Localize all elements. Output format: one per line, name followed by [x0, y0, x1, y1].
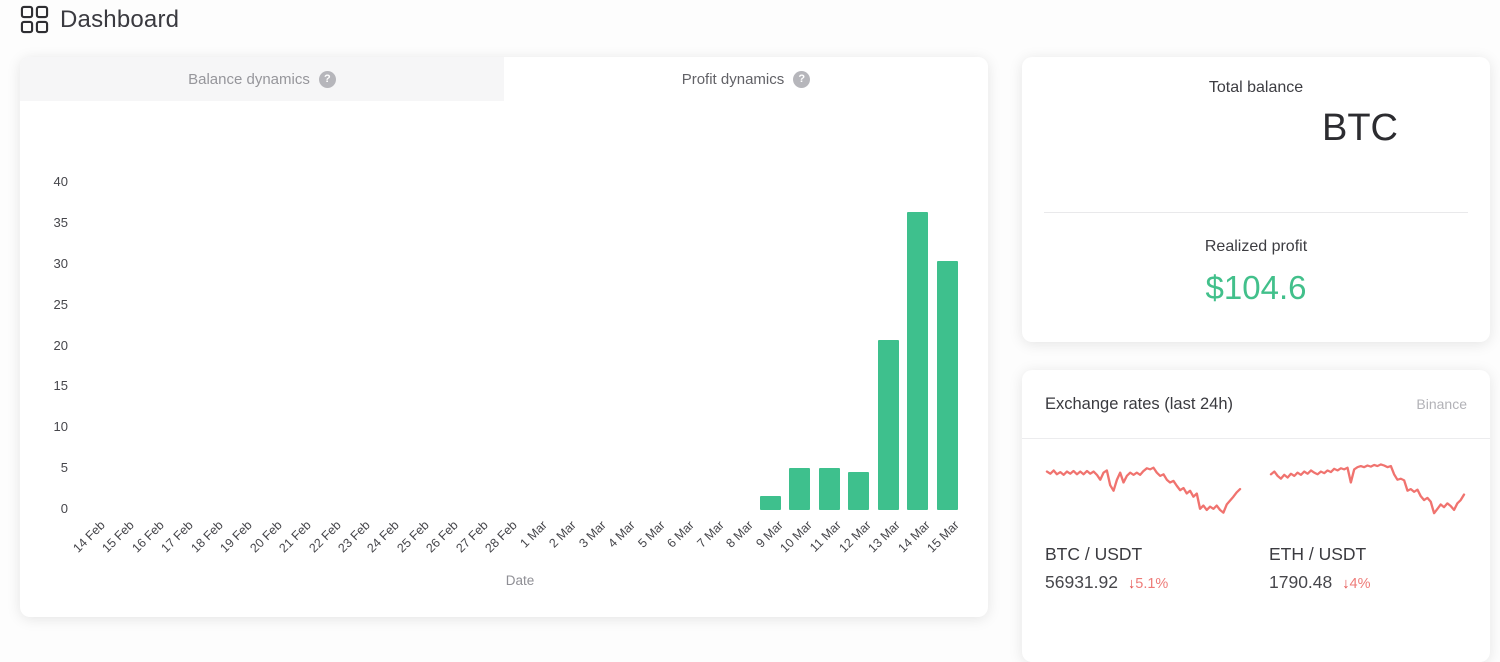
x-tick-label: 8 Mar	[723, 518, 756, 551]
y-tick-label: 40	[53, 174, 68, 189]
x-tick-label: 22 Feb	[305, 518, 344, 556]
x-tick-label: 4 Mar	[605, 518, 639, 551]
x-tick-label: 1 Mar	[517, 518, 550, 551]
tab-balance-dynamics[interactable]: Balance dynamics ?	[20, 57, 504, 101]
dashboard-grid-icon	[20, 5, 49, 34]
y-tick-label: 30	[53, 255, 68, 271]
x-tick-label: 19 Feb	[217, 518, 255, 556]
page-header: Dashboard	[20, 5, 179, 34]
profit-bar	[848, 472, 870, 510]
profit-bar	[936, 261, 958, 510]
x-tick-label: 17 Feb	[158, 518, 197, 556]
x-tick-label: 14 Mar	[895, 518, 933, 556]
y-tick-label: 15	[53, 378, 68, 394]
divider	[1022, 438, 1490, 439]
x-tick-label: 25 Feb	[394, 518, 432, 556]
tab-balance-dynamics-label: Balance dynamics	[188, 70, 310, 88]
x-tick-label: 6 Mar	[664, 518, 697, 551]
x-tick-label: 10 Mar	[777, 518, 815, 556]
y-tick-label: 0	[60, 501, 68, 516]
tab-profit-dynamics[interactable]: Profit dynamics ?	[504, 57, 988, 101]
x-tick-label: 12 Mar	[836, 518, 874, 556]
x-tick-label: 3 Mar	[576, 518, 609, 551]
x-tick-label: 26 Feb	[423, 518, 462, 556]
profit-bar	[877, 339, 899, 510]
y-tick-label: 5	[60, 460, 68, 476]
x-tick-label: 15 Feb	[99, 518, 138, 556]
divider	[1044, 212, 1468, 213]
profit-bar	[789, 468, 811, 510]
x-tick-label: 15 Mar	[924, 518, 963, 556]
btc-usdt-price-row: 56931.92 ↓5.1%	[1045, 572, 1168, 593]
x-tick-label: 16 Feb	[129, 518, 167, 556]
total-balance-label: Total balance	[1208, 79, 1304, 96]
eth-usdt-price: 1790.48	[1269, 572, 1333, 592]
profit-bar	[759, 496, 781, 510]
y-tick-label: 35	[53, 214, 68, 230]
x-tick-label: 7 Mar	[693, 518, 727, 551]
x-tick-label: 23 Feb	[335, 518, 373, 556]
total-balance-card: Total balance BTC Realized profit $104.6	[1022, 57, 1490, 342]
y-tick-label: 20	[53, 337, 68, 353]
profit-bar	[907, 212, 929, 510]
profit-dynamics-bar-chart: 0 5 10 15 20 25 30 35 40 14 Feb 15 Feb 16 Feb 17 Feb…	[20, 57, 988, 617]
down-arrow-icon: ↓	[1128, 576, 1136, 592]
total-balance-currency: BTC	[1322, 107, 1398, 149]
chart-tabs: Balance dynamics ? Profit dynamics ?	[20, 57, 988, 101]
eth-usdt-change-pct: 4%	[1349, 576, 1371, 592]
realized-profit-value: $104.6	[1205, 269, 1307, 306]
btc-usdt-change: ↓5.1%	[1128, 576, 1168, 592]
x-tick-label: 24 Feb	[364, 518, 403, 556]
y-tick-label: 25	[53, 296, 68, 312]
eth-usdt-pair-label: ETH / USDT	[1269, 544, 1367, 564]
x-axis-title: Date	[505, 573, 535, 588]
question-mark-icon[interactable]: ?	[318, 70, 336, 88]
tab-profit-dynamics-label: Profit dynamics	[681, 70, 785, 88]
x-tick-label: 13 Mar	[865, 518, 904, 556]
x-tick-label: 2 Mar	[546, 518, 580, 551]
exchange-rates-title: Exchange rates (last 24h)	[1045, 394, 1234, 413]
down-arrow-icon: ↓	[1342, 576, 1350, 592]
btc-usdt-pair-label: BTC / USDT	[1045, 544, 1143, 564]
eth-usdt-sparkline	[1269, 463, 1466, 515]
x-tick-label: 20 Feb	[247, 518, 285, 556]
question-mark-icon[interactable]: ?	[793, 70, 811, 88]
exchange-rates-header: Exchange rates (last 24h) Binance	[1022, 370, 1490, 438]
btc-usdt-change-pct: 5.1%	[1135, 576, 1169, 592]
exchange-rates-card: Exchange rates (last 24h) Binance BTC / …	[1022, 370, 1490, 662]
dynamics-chart-card: Balance dynamics ? Profit dynamics ? 0 5 1…	[20, 57, 988, 617]
x-tick-label: 11 Mar	[807, 518, 845, 555]
x-tick-label: 14 Feb	[70, 518, 108, 556]
y-tick-label: 10	[53, 419, 68, 435]
x-tick-label: 18 Feb	[188, 518, 226, 556]
x-tick-label: 21 Feb	[276, 518, 314, 556]
x-tick-label: 5 Mar	[634, 518, 668, 551]
btc-usdt-price: 56931.92	[1045, 572, 1118, 592]
eth-usdt-price-row: 1790.48 ↓4%	[1269, 572, 1370, 593]
page-title: Dashboard	[60, 5, 180, 33]
exchange-source-label: Binance	[1416, 396, 1467, 412]
x-tick-label: 27 Feb	[453, 518, 491, 556]
x-tick-label: 28 Feb	[482, 518, 521, 556]
btc-usdt-sparkline	[1045, 466, 1242, 514]
realized-profit-label: Realized profit	[1204, 238, 1308, 255]
profit-bar	[818, 468, 840, 510]
eth-usdt-change: ↓4%	[1342, 576, 1370, 592]
